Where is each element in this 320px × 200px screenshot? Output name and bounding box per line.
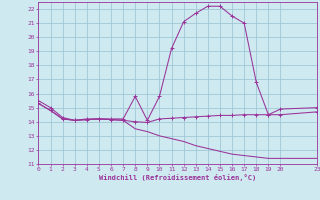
X-axis label: Windchill (Refroidissement éolien,°C): Windchill (Refroidissement éolien,°C): [99, 174, 256, 181]
